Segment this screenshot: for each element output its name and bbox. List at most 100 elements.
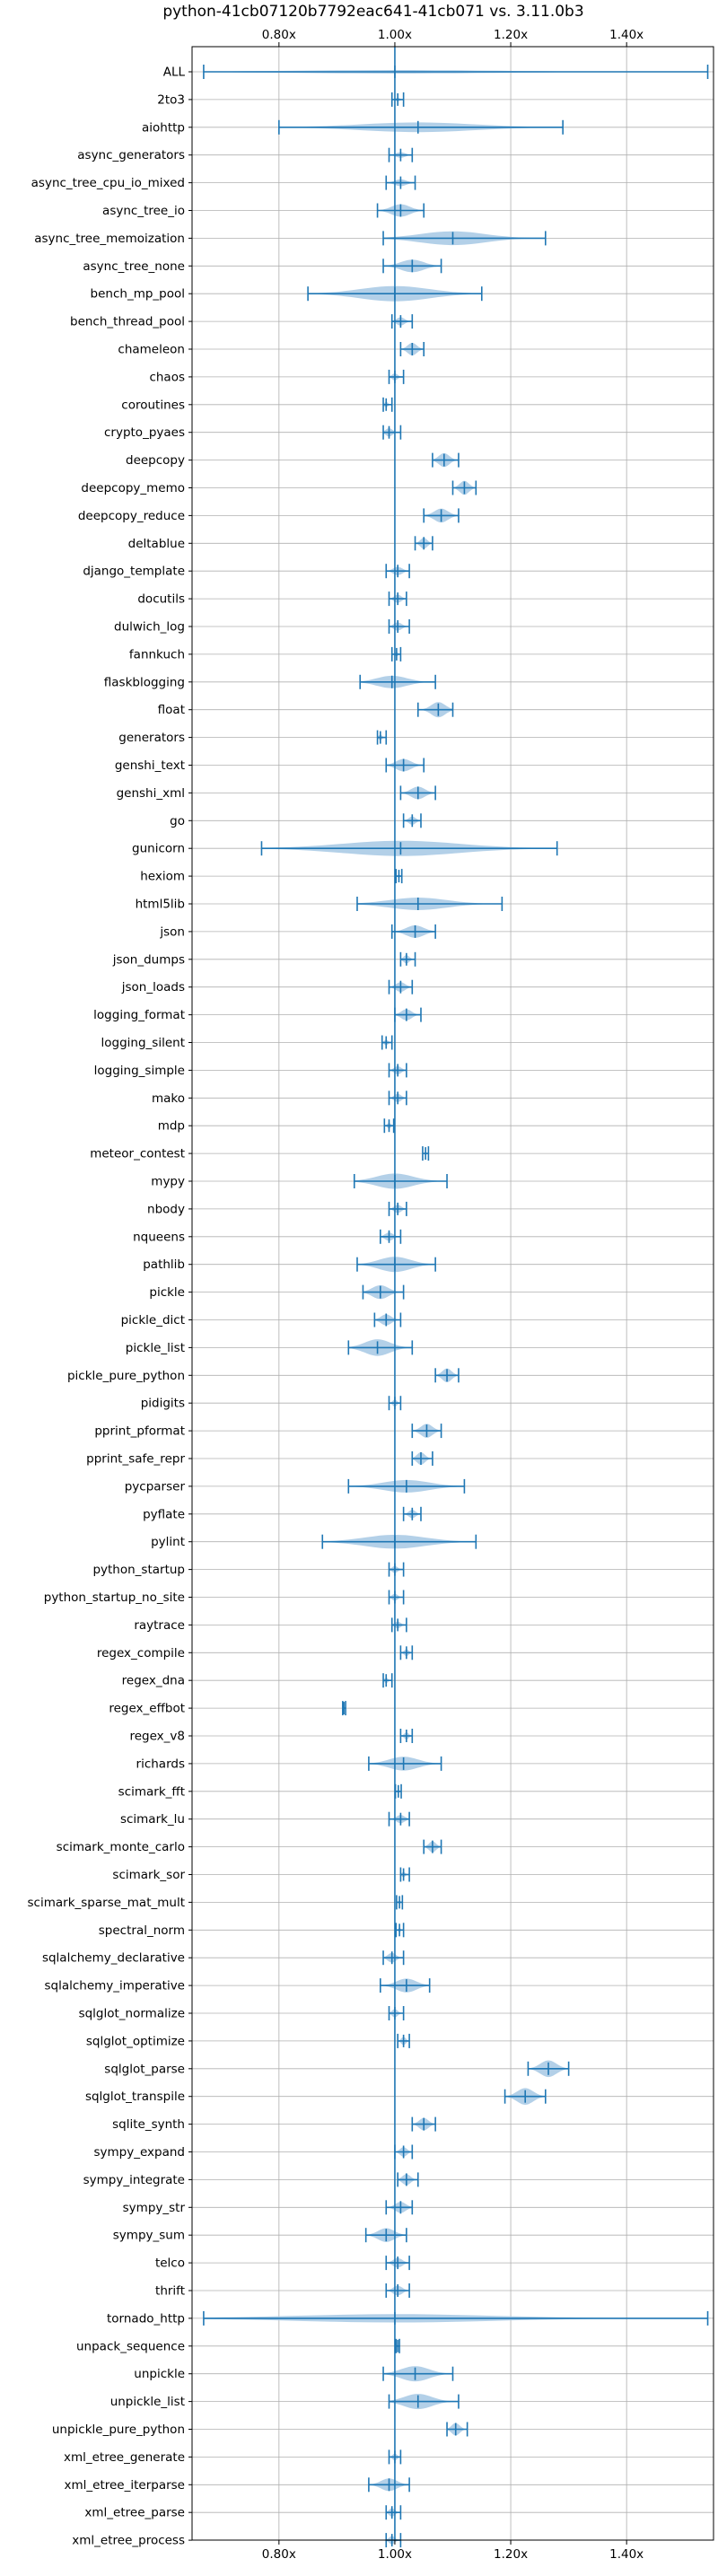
benchmark-label: pickle_pure_python xyxy=(67,1369,185,1383)
benchmark-label: async_generators xyxy=(77,148,185,162)
benchmark-label: crypto_pyaes xyxy=(104,425,185,440)
benchmark-label: spectral_norm xyxy=(99,1923,185,1938)
benchmark-label: python_startup_no_site xyxy=(44,1590,185,1605)
benchmark-label: flaskblogging xyxy=(104,675,185,689)
benchmark-label: logging_simple xyxy=(94,1064,185,1078)
benchmark-label: richards xyxy=(136,1757,185,1771)
benchmark-label: genshi_text xyxy=(115,758,185,773)
benchmark-label: sympy_str xyxy=(123,2201,186,2215)
benchmark-label: xml_etree_iterparse xyxy=(65,2478,186,2493)
benchmark-label: sqlglot_normalize xyxy=(79,2007,185,2021)
benchmark-label: xml_etree_parse xyxy=(84,2506,185,2520)
benchmark-label: scimark_monte_carlo xyxy=(57,1840,185,1854)
benchmark-label: docutils xyxy=(137,592,185,607)
tick-label-bottom: 0.80x xyxy=(262,2547,296,2562)
benchmark-label: pickle xyxy=(149,1285,185,1300)
benchmark-label: ALL xyxy=(163,66,186,80)
benchmark-label: sqlalchemy_declarative xyxy=(42,1951,185,1966)
benchmark-label: dulwich_log xyxy=(114,620,185,635)
benchmark-label: pycparser xyxy=(125,1479,186,1494)
benchmark-label: fannkuch xyxy=(129,647,185,662)
benchmark-label: bench_mp_pool xyxy=(91,287,185,302)
benchmark-label: pathlib xyxy=(143,1257,185,1272)
benchmark-label: mdp xyxy=(158,1119,185,1134)
benchmark-label: scimark_fft xyxy=(118,1784,185,1799)
benchmark-label: 2to3 xyxy=(157,92,185,107)
benchmark-label: pprint_safe_repr xyxy=(86,1452,185,1467)
benchmark-label: float xyxy=(158,703,185,717)
benchmark-label: go xyxy=(170,814,185,828)
benchmark-label: sqlalchemy_imperative xyxy=(45,1979,186,1993)
benchmark-label: sympy_expand xyxy=(93,2145,185,2160)
benchmark-label: nqueens xyxy=(133,1230,185,1244)
benchmark-label: genshi_xml xyxy=(117,786,185,801)
benchmark-label: bench_thread_pool xyxy=(70,315,185,329)
benchmark-label: chameleon xyxy=(118,343,185,357)
benchmark-label: mypy xyxy=(151,1175,185,1189)
benchmark-label: pidigits xyxy=(141,1397,185,1411)
benchmark-label: regex_v8 xyxy=(129,1730,185,1744)
benchmark-label: json_loads xyxy=(121,980,185,994)
benchmark-label: thrift xyxy=(155,2284,185,2299)
tick-label-top: 1.00x xyxy=(378,28,412,42)
benchmark-label: mako xyxy=(152,1091,185,1106)
benchmark-label: sqlglot_parse xyxy=(104,2062,185,2076)
benchmark-label: json_dumps xyxy=(112,952,185,967)
benchmark-label: sympy_integrate xyxy=(83,2173,185,2187)
benchmark-label: scimark_sor xyxy=(112,1868,185,1882)
x-ticks: 0.80x 0.80x 1.00x 1.00x 1.20x 1.20x 1.40x 1.40x xyxy=(262,28,644,2562)
benchmark-label: pickle_dict xyxy=(121,1313,185,1327)
benchmark-label: hexiom xyxy=(140,870,185,884)
tick-label-bottom: 1.40x xyxy=(609,2547,644,2562)
benchmark-label: regex_dna xyxy=(122,1674,185,1688)
benchmark-label: async_tree_cpu_io_mixed xyxy=(31,176,185,190)
benchmark-label: unpickle xyxy=(134,2367,185,2381)
benchmark-label: sqlite_synth xyxy=(112,2117,185,2132)
benchmark-label: sqlglot_transpile xyxy=(85,2090,185,2104)
tick-label-bottom: 1.20x xyxy=(494,2547,528,2562)
grid-lines xyxy=(192,47,714,2541)
benchmark-label: async_tree_io xyxy=(102,204,185,218)
benchmark-label: pyflate xyxy=(143,1507,185,1521)
violins xyxy=(203,47,709,2548)
benchmark-label: tornado_http xyxy=(107,2311,185,2326)
benchmark-label: pprint_pformat xyxy=(94,1424,185,1439)
benchmark-label: html5lib xyxy=(136,898,185,912)
benchmark-label: raytrace xyxy=(134,1618,185,1633)
benchmark-label: sympy_sum xyxy=(113,2229,185,2243)
benchmark-label: deltablue xyxy=(128,537,185,551)
benchmark-label: nbody xyxy=(147,1202,185,1216)
benchmark-label: unpack_sequence xyxy=(76,2339,185,2353)
chart-title: python-41cb07120b7792eac641-41cb071 vs. … xyxy=(162,3,583,21)
plot-frame xyxy=(191,46,714,2541)
benchmark-label: aiohttp xyxy=(142,120,185,135)
benchmark-label: deepcopy_reduce xyxy=(78,509,185,523)
benchmark-label: pylint xyxy=(151,1535,185,1549)
benchmark-label: unpickle_pure_python xyxy=(52,2423,185,2437)
benchmark-label: chaos xyxy=(149,370,185,384)
benchmark-label: scimark_sparse_mat_mult xyxy=(28,1896,185,1910)
tick-label-top: 0.80x xyxy=(262,28,296,42)
benchmark-label: logging_silent xyxy=(101,1036,185,1050)
tick-label-bottom: 1.00x xyxy=(378,2547,412,2562)
benchmark-label: async_tree_memoization xyxy=(34,232,185,246)
benchmark-label: xml_etree_process xyxy=(72,2534,185,2548)
benchmark-label: django_template xyxy=(83,565,185,579)
benchmark-label: pickle_list xyxy=(126,1341,185,1355)
tick-label-top: 1.20x xyxy=(494,28,528,42)
benchmark-label: gunicorn xyxy=(132,842,185,856)
benchmark-label: python_startup xyxy=(92,1563,185,1577)
benchmark-label: scimark_lu xyxy=(120,1812,185,1827)
benchmark-label: unpickle_list xyxy=(110,2395,185,2409)
benchmark-label: deepcopy xyxy=(126,453,185,468)
benchmark-label: meteor_contest xyxy=(90,1147,185,1161)
benchmark-label: logging_format xyxy=(93,1008,185,1022)
category-labels: ALL 2to3 aiohttp async_generators async_tree… xyxy=(28,66,192,2548)
benchmark-label: regex_effbot xyxy=(109,1702,185,1716)
tick-label-top: 1.40x xyxy=(609,28,644,42)
benchmark-label: deepcopy_memo xyxy=(81,481,185,495)
benchmark-label: regex_compile xyxy=(97,1646,185,1660)
benchmark-label: coroutines xyxy=(121,398,185,412)
benchmark-label: generators xyxy=(118,731,185,745)
